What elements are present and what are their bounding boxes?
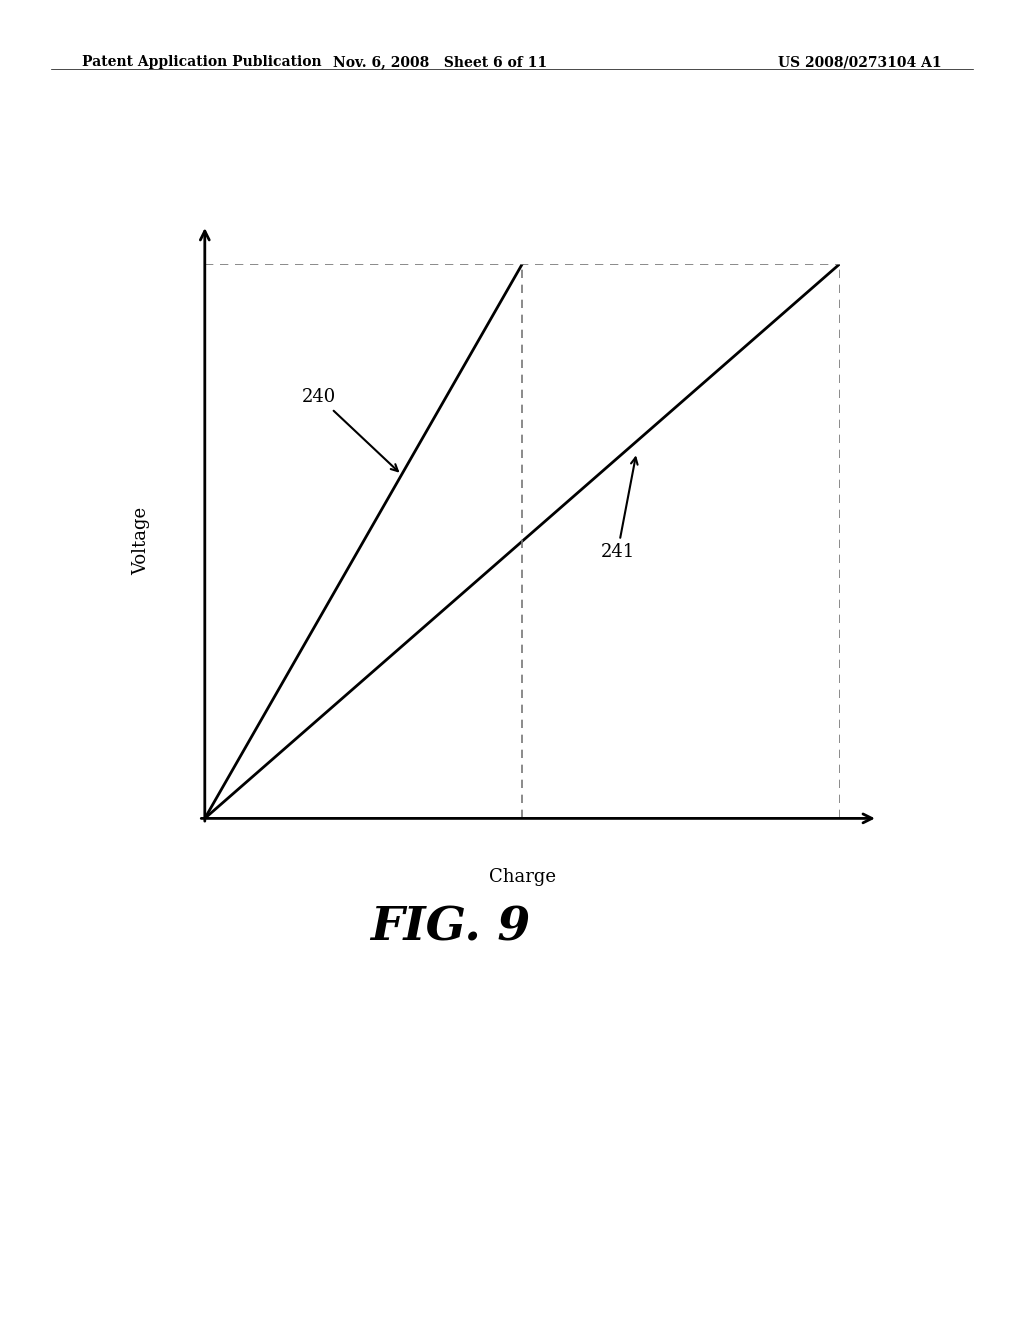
Text: FIG. 9: FIG. 9 — [371, 904, 530, 950]
Text: Voltage: Voltage — [132, 507, 151, 576]
Text: Patent Application Publication: Patent Application Publication — [82, 55, 322, 70]
Text: US 2008/0273104 A1: US 2008/0273104 A1 — [778, 55, 942, 70]
Text: Nov. 6, 2008   Sheet 6 of 11: Nov. 6, 2008 Sheet 6 of 11 — [333, 55, 548, 70]
Text: Charge: Charge — [488, 869, 556, 886]
Text: 240: 240 — [302, 388, 398, 471]
Text: 241: 241 — [600, 458, 638, 561]
